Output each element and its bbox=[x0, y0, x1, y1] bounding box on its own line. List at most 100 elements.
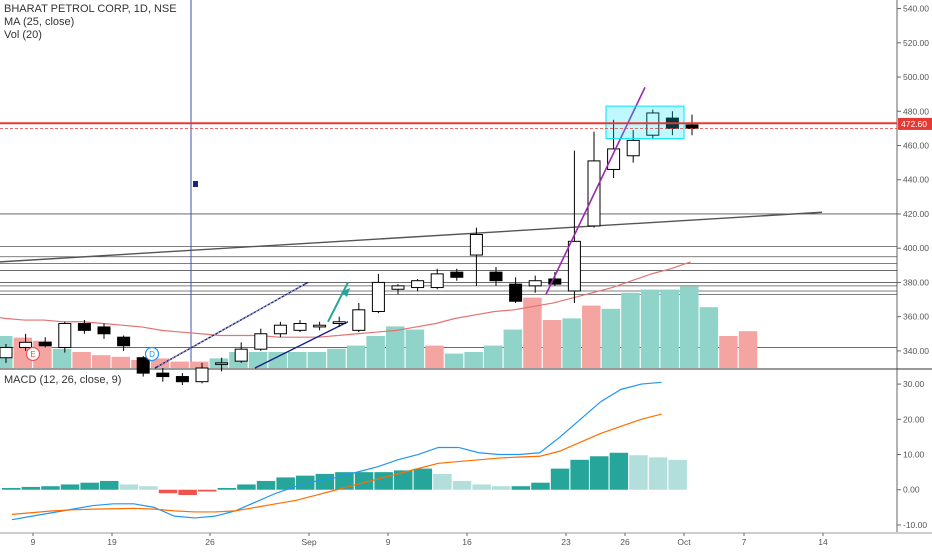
macd-line bbox=[11, 381, 662, 521]
candle-body bbox=[38, 341, 52, 347]
macd-histogram-bar bbox=[472, 484, 491, 490]
candle-body bbox=[450, 271, 464, 278]
volume-bar bbox=[640, 289, 660, 368]
long-trend-line bbox=[0, 211, 823, 263]
candle-body bbox=[607, 148, 621, 170]
candle-body bbox=[626, 139, 640, 157]
volume-bar bbox=[680, 286, 699, 368]
event-marker-d[interactable] bbox=[144, 346, 160, 362]
last-price-tag: 472.60 bbox=[901, 119, 927, 129]
volume-bar bbox=[660, 289, 679, 368]
volume-bar bbox=[503, 329, 523, 368]
candle-body bbox=[548, 278, 562, 285]
candle-body bbox=[0, 346, 13, 359]
candle-body bbox=[19, 341, 33, 348]
price-tick-label: 380.00 bbox=[903, 277, 929, 287]
signal-line bbox=[11, 413, 662, 515]
price-tick-label: 420.00 bbox=[903, 209, 929, 219]
channel-upper-dash bbox=[157, 283, 306, 367]
macd-histogram-bar bbox=[354, 472, 374, 490]
candle-body bbox=[391, 285, 405, 290]
macd-tick-label: 10.00 bbox=[903, 450, 925, 460]
volume-bar bbox=[425, 345, 444, 368]
macd-tick-label: 20.00 bbox=[903, 414, 925, 424]
volume-bar bbox=[33, 340, 52, 368]
volume-bar bbox=[601, 308, 621, 368]
event-marker-label: D bbox=[149, 350, 155, 359]
time-tick-label: 9 bbox=[31, 537, 36, 547]
candle-body bbox=[411, 280, 425, 289]
volume-bar bbox=[444, 353, 464, 368]
event-marker-e[interactable] bbox=[25, 346, 41, 362]
macd-histogram-bar bbox=[492, 486, 511, 490]
macd-histogram-bar bbox=[21, 486, 41, 490]
time-tick-label: 9 bbox=[386, 537, 391, 547]
price-tick-label: 360.00 bbox=[903, 312, 929, 322]
arrow-shaft bbox=[327, 281, 349, 323]
candle-body bbox=[685, 124, 699, 129]
candle-body bbox=[293, 322, 307, 331]
candle-body bbox=[195, 367, 209, 383]
volume-bar bbox=[111, 356, 131, 368]
channel-lower-line bbox=[254, 321, 349, 369]
candle-body bbox=[234, 348, 248, 362]
macd-histogram-bar bbox=[374, 472, 393, 490]
breakout-trend-line bbox=[545, 86, 646, 295]
volume-bar bbox=[542, 320, 562, 368]
volume-bar bbox=[523, 297, 542, 368]
macd-histogram-bar bbox=[276, 477, 295, 490]
vol-legend: Vol (20) bbox=[4, 29, 42, 41]
candle-body bbox=[528, 280, 542, 287]
macd-histogram-bar bbox=[609, 452, 629, 490]
price-tick-label: 500.00 bbox=[903, 72, 929, 82]
price-axis-bg bbox=[897, 0, 932, 550]
time-tick-label: 26 bbox=[620, 537, 630, 547]
volume-bar bbox=[150, 358, 170, 368]
ma-line bbox=[0, 261, 691, 338]
macd-histogram-bar bbox=[198, 489, 217, 492]
volume-bar bbox=[719, 336, 738, 368]
volume-bar bbox=[170, 361, 189, 368]
candle-body bbox=[215, 362, 229, 365]
macd-legend: MACD (12, 26, close, 9) bbox=[4, 374, 122, 386]
candle-body bbox=[332, 321, 346, 324]
price-tick-label: 540.00 bbox=[903, 4, 929, 14]
price-tick-label: 480.00 bbox=[903, 106, 929, 116]
macd-histogram-bar bbox=[629, 455, 648, 490]
time-tick-label: Oct bbox=[677, 537, 691, 547]
macd-histogram-bar bbox=[80, 482, 99, 490]
volume-bar bbox=[699, 307, 719, 368]
candle-body bbox=[313, 324, 327, 328]
vertical-marker-flag bbox=[193, 181, 198, 187]
macd-tick-label: 30.00 bbox=[903, 379, 925, 389]
macd-histogram-bar bbox=[217, 487, 237, 490]
price-tick-label: 400.00 bbox=[903, 243, 929, 253]
macd-histogram-bar bbox=[452, 480, 472, 490]
macd-histogram-bar bbox=[237, 484, 256, 490]
macd-histogram-bar bbox=[119, 484, 139, 490]
candle-body bbox=[469, 233, 483, 256]
candle-body bbox=[77, 322, 91, 331]
volume-bar bbox=[72, 352, 91, 368]
volume-bar bbox=[621, 292, 640, 368]
macd-histogram-bar bbox=[139, 486, 158, 490]
volume-bar bbox=[464, 352, 483, 368]
macd-histogram-bar bbox=[296, 475, 315, 490]
volume-bar bbox=[562, 318, 581, 368]
macd-tick-label: 0.00 bbox=[903, 485, 920, 495]
volume-bar bbox=[386, 326, 405, 368]
macd-histogram-bar bbox=[590, 456, 609, 490]
volume-bar bbox=[405, 329, 425, 368]
candle-body bbox=[117, 336, 131, 347]
macd-histogram-bar bbox=[158, 489, 178, 494]
candle-body bbox=[509, 283, 523, 302]
volume-bar bbox=[248, 352, 268, 368]
ma-legend: MA (25, close) bbox=[4, 16, 75, 28]
volume-bar bbox=[307, 352, 327, 368]
time-tick-label: 7 bbox=[742, 537, 747, 547]
volume-bar bbox=[190, 361, 209, 368]
macd-histogram-bar bbox=[178, 489, 197, 496]
volume-bar bbox=[346, 345, 366, 368]
